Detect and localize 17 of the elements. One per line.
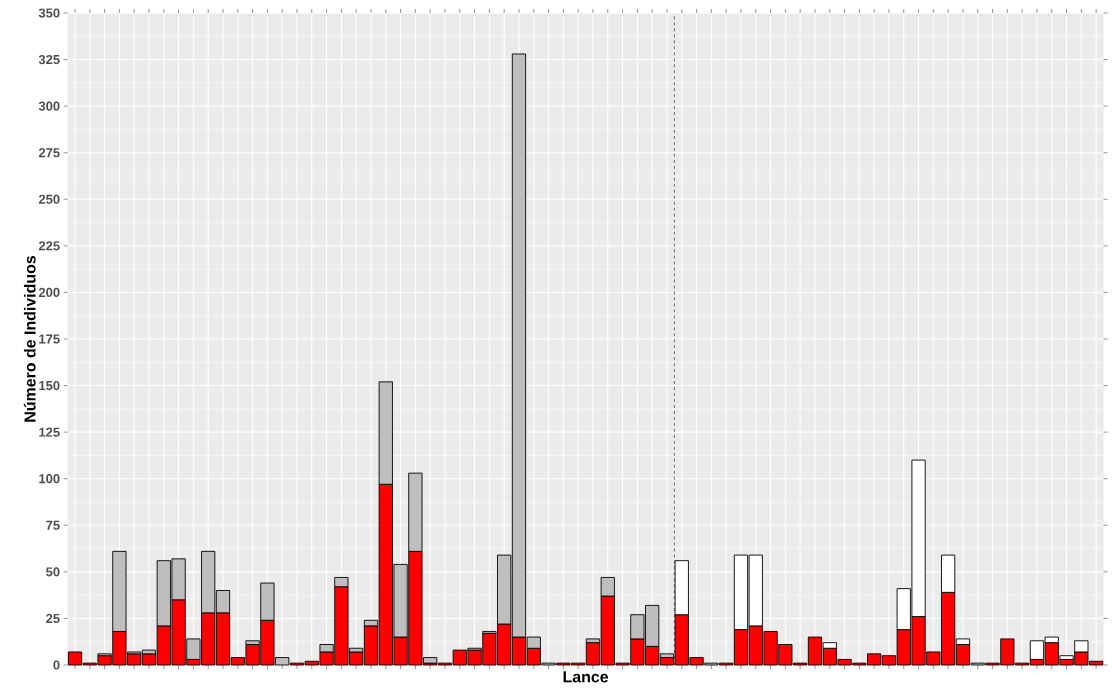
y-tick-label: 325 (38, 54, 60, 65)
y-tick-label: 0 (53, 660, 60, 670)
y-tick-label: 25 (46, 613, 60, 624)
y-tick-label: 150 (39, 380, 60, 391)
y-tick-label: 350 (38, 8, 60, 18)
y-tick-label: 250 (38, 194, 60, 204)
y-tick-label: 100 (39, 474, 60, 484)
y-tick-label: 275 (38, 148, 60, 158)
y-tick-label: 50 (46, 567, 60, 577)
y-axis-title: Número de Individuos (23, 255, 36, 422)
y-tick-label: 125 (39, 427, 60, 437)
y-tick-label: 75 (46, 520, 60, 530)
y-tick-label: 200 (38, 287, 60, 298)
x-axis-title: Lance (563, 671, 609, 683)
y-tick-label: 300 (38, 101, 60, 111)
y-tick-label: 225 (38, 241, 60, 251)
y-tick-label: 175 (39, 334, 60, 344)
